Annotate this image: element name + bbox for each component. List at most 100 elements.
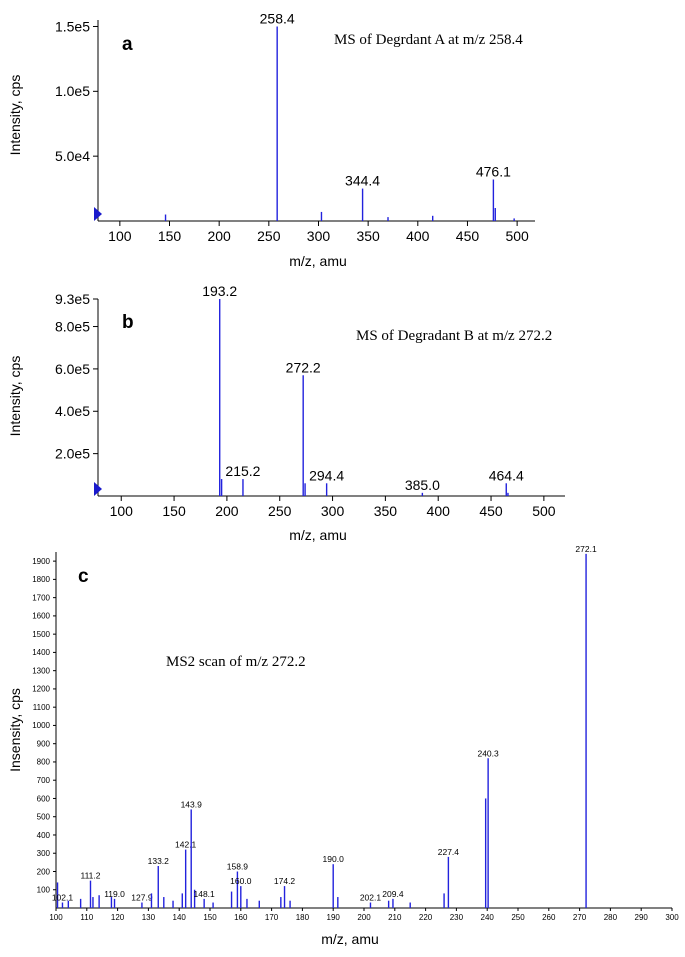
x-tick-label: 150 [158,228,182,244]
peak-label: 464.4 [489,467,524,483]
y-tick-label: 700 [37,776,51,785]
x-tick-label: 100 [110,503,134,519]
x-tick-label: 150 [162,503,186,519]
peak-label: 227.4 [438,847,460,857]
x-tick-label: 230 [450,913,464,922]
panel-a: a MS of Degrdant A at m/z 258.4 m/z, amu… [7,10,535,269]
y-tick-label: 9.3e5 [55,291,90,307]
y-tick-label: 1900 [32,557,50,566]
x-tick-label: 170 [265,913,279,922]
y-tick-label: 800 [37,758,51,767]
panel-label-c: c [78,566,89,587]
x-tick-label: 290 [635,913,649,922]
x-tick-label: 350 [374,503,398,519]
y-tick-label: 1.5e5 [55,18,90,34]
peak-label: 215.2 [225,463,260,479]
peak-label: 174.2 [274,876,296,886]
x-tick-label: 280 [604,913,618,922]
peak-label: 385.0 [405,477,440,493]
peak-label: 190.0 [323,854,345,864]
y-tick-label: 1300 [32,666,50,675]
panel-label-a: a [122,34,133,55]
x-tick-label: 400 [427,503,451,519]
panel-c: c MS2 scan of m/z 272.2 m/z, amu Insensi… [7,544,679,947]
x-tick-label: 500 [532,503,556,519]
y-tick-label: 8.0e5 [55,318,90,334]
x-tick-label: 270 [573,913,587,922]
y-tick-label: 4.0e5 [55,403,90,419]
peak-label: 127.9 [131,893,153,903]
peak-label: 258.4 [260,10,295,26]
annotation-a: MS of Degrdant A at m/z 258.4 [334,32,523,48]
y-tick-label: 2.0e5 [55,446,90,462]
x-tick-label: 250 [257,228,281,244]
peak-label: 272.2 [286,359,321,375]
y-tick-label: 1600 [32,612,50,621]
peak-label: 240.3 [477,748,499,758]
x-tick-label: 200 [207,228,231,244]
x-tick-label: 240 [481,913,495,922]
peak-label: 193.2 [202,283,237,299]
peak-label: 209.4 [382,889,404,899]
x-tick-label: 130 [142,913,156,922]
y-tick-label: 400 [37,831,51,840]
peak-label: 202.1 [360,893,382,903]
annotation-c: MS2 scan of m/z 272.2 [166,654,306,670]
y-tick-label: 6.0e5 [55,361,90,377]
x-tick-label: 300 [665,913,679,922]
peak-label: 272.1 [575,544,597,554]
y-tick-label: 500 [37,813,51,822]
panel-label-b: b [122,312,134,333]
y-tick-label: 1700 [32,593,50,602]
x-tick-label: 250 [268,503,292,519]
x-tick-label: 120 [111,913,125,922]
x-tick-label: 100 [49,913,63,922]
y-tick-label: 1100 [33,703,51,712]
x-tick-label: 300 [321,503,345,519]
y-tick-label: 1200 [32,685,50,694]
peak-label: 158.9 [227,861,249,871]
peak-label: 102.1 [52,893,74,903]
x-tick-label: 180 [296,913,310,922]
y-tick-label: 1500 [32,630,50,639]
peak-label: 160.0 [230,876,252,886]
peak-label: 142.1 [175,840,197,850]
x-tick-label: 200 [357,913,371,922]
x-tick-label: 140 [173,913,187,922]
y-tick-label: 300 [37,849,51,858]
peak-label: 143.9 [181,799,203,809]
x-tick-label: 190 [327,913,341,922]
x-tick-label: 110 [80,913,93,922]
x-axis-label-b: m/z, amu [289,527,347,543]
x-axis-label-a: m/z, amu [289,253,347,269]
y-axis-label-b: Intensity, cps [7,356,23,437]
x-tick-label: 350 [356,228,380,244]
x-tick-label: 160 [234,913,248,922]
y-tick-label: 1400 [32,648,50,657]
x-tick-label: 250 [511,913,525,922]
x-tick-label: 210 [388,913,402,922]
x-tick-label: 200 [215,503,239,519]
peak-label: 344.4 [345,173,380,189]
x-tick-label: 450 [479,503,503,519]
y-tick-label: 100 [37,886,51,895]
y-tick-label: 900 [37,739,51,748]
x-tick-label: 450 [456,228,480,244]
peak-label: 119.0 [104,889,125,899]
x-tick-label: 260 [542,913,556,922]
x-tick-label: 100 [108,228,132,244]
x-tick-label: 400 [406,228,430,244]
y-tick-label: 200 [37,867,51,876]
y-tick-label: 1.0e5 [55,83,90,99]
y-tick-label: 1800 [32,575,50,584]
panel-b: b MS of Degradant B at m/z 272.2 m/z, am… [7,283,565,543]
x-tick-label: 150 [203,913,217,922]
peak-label: 294.4 [309,467,344,483]
x-axis-label-c: m/z, amu [321,931,379,947]
y-axis-label-c: Insensity, cps [7,688,23,772]
y-axis-label-a: Intensity, cps [7,75,23,156]
peak-label: 148.1 [194,889,216,899]
annotation-b: MS of Degradant B at m/z 272.2 [356,328,552,344]
peak-label: 111.2 [80,871,100,881]
